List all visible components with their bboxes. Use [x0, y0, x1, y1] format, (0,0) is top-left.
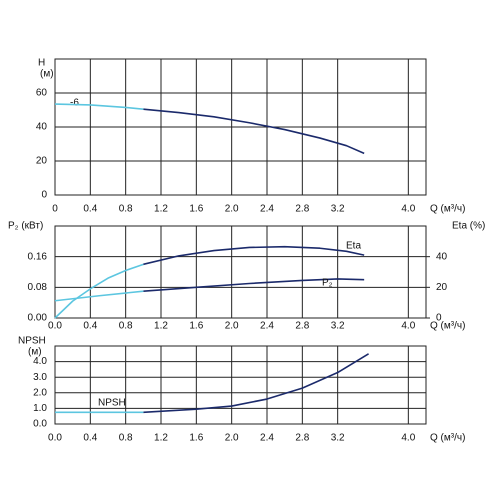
plot-frame	[54, 225, 427, 319]
y-tick-label: 1.0	[33, 403, 47, 414]
curve-label: -6	[70, 98, 79, 109]
y-tick-label: 3.0	[33, 372, 47, 383]
y-tick-label: 0.00	[28, 313, 48, 324]
x-tick-label: 1.2	[154, 433, 168, 444]
x-tick-label: 1.2	[154, 204, 168, 215]
x-tick-label: 3.2	[331, 321, 345, 332]
x-tick-label: 3.2	[331, 204, 345, 215]
y-tick-label: 0.0	[33, 419, 47, 430]
x-tick-label: 2.8	[295, 321, 309, 332]
curve	[54, 103, 144, 110]
x-tick-label: 4.0	[401, 321, 415, 332]
x-tick-label: 2.8	[295, 204, 309, 215]
y2-axis-label: Eta (%)	[452, 221, 485, 232]
x-tick-label: 0.4	[83, 433, 97, 444]
x-tick-label: 1.6	[189, 321, 203, 332]
x-tick-label: 0.4	[83, 204, 97, 215]
x-tick-label: 2.0	[225, 433, 239, 444]
curve-label: NPSH	[98, 398, 126, 409]
x-tick-label: 4.0	[401, 204, 415, 215]
y-axis-label: NPSH	[18, 336, 46, 347]
y-axis-label: (м)	[40, 69, 54, 80]
x-tick-label: 0.4	[83, 321, 97, 332]
curve	[143, 245, 365, 266]
x-axis-label: Q (м³/ч)	[430, 433, 465, 444]
x-axis-label: Q (м³/ч)	[430, 204, 465, 215]
x-tick-label: 4.0	[401, 433, 415, 444]
curve	[143, 353, 369, 414]
x-tick-label: 1.6	[189, 204, 203, 215]
x-tick-label: 0.8	[119, 204, 133, 215]
x-tick-label: 2.4	[260, 321, 274, 332]
y-axis-label: H	[38, 58, 45, 69]
curve	[143, 278, 365, 292]
x-tick-label: 0.0	[48, 321, 62, 332]
y-tick-label: 0.08	[28, 282, 48, 293]
x-tick-label: 0.0	[48, 433, 62, 444]
y2-tick-label: 40	[436, 251, 448, 262]
y-tick-label: 2.0	[33, 387, 47, 398]
x-tick-label: 1.6	[189, 433, 203, 444]
x-tick-label: 0	[52, 204, 58, 215]
x-tick-label: 0.8	[119, 433, 133, 444]
y-tick-label: 0	[41, 190, 47, 201]
y2-tick-label: 20	[436, 282, 448, 293]
y2-tick-label: 0	[436, 313, 442, 324]
y-tick-label: 4.0	[33, 356, 47, 367]
curve	[143, 108, 365, 155]
x-tick-label: 0.8	[119, 321, 133, 332]
y-tick-label: 60	[36, 88, 48, 99]
curve	[54, 290, 144, 302]
x-tick-label: 2.4	[260, 433, 274, 444]
curve-label: P₂	[322, 278, 333, 289]
x-tick-label: 2.0	[225, 204, 239, 215]
x-tick-label: 1.2	[154, 321, 168, 332]
y-tick-label: 20	[36, 156, 48, 167]
x-tick-label: 2.8	[295, 433, 309, 444]
y-axis-label: P₂ (кВт)	[8, 221, 43, 232]
y-tick-label: 0.16	[28, 251, 48, 262]
curve-label: Eta	[346, 241, 361, 252]
x-tick-label: 3.2	[331, 433, 345, 444]
x-tick-label: 2.0	[225, 321, 239, 332]
x-tick-label: 2.4	[260, 204, 274, 215]
y-axis-label: (м)	[28, 347, 42, 358]
curve	[54, 263, 144, 319]
y-tick-label: 40	[36, 122, 48, 133]
x-axis-label: Q (м³/ч)	[430, 321, 465, 332]
